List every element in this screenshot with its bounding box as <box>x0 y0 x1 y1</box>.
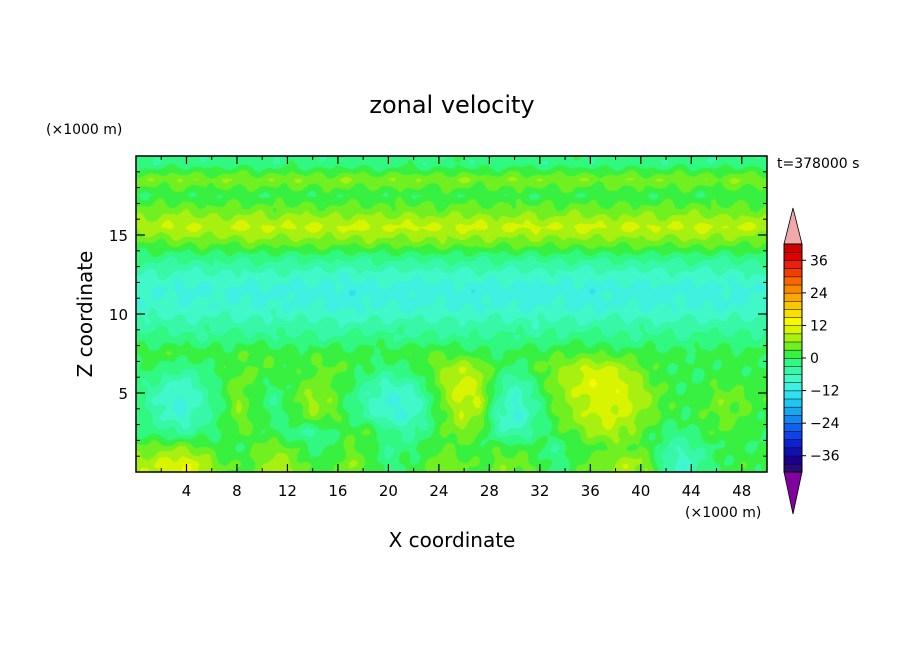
colorbar-segment <box>783 406 803 416</box>
y-unit-label: (×1000 m) <box>46 122 122 138</box>
colorbar-segment <box>783 268 803 278</box>
x-tick-label: 28 <box>480 482 499 500</box>
x-tick-label: 40 <box>631 482 650 500</box>
colorbar-label: −12 <box>810 384 840 400</box>
chart-title: zonal velocity <box>369 91 534 119</box>
colorbar-segment <box>783 317 803 326</box>
x-unit-label: (×1000 m) <box>685 505 761 521</box>
y-axis-label: Z coordinate <box>73 251 97 378</box>
x-tick-label: 12 <box>278 482 297 500</box>
colorbar-segment <box>783 455 803 465</box>
x-tick-label: 4 <box>182 482 192 500</box>
colorbar-segment <box>783 341 803 351</box>
colorbar-segment <box>783 284 803 294</box>
colorbar-segment <box>783 292 803 302</box>
colorbar-segment <box>783 325 803 335</box>
colorbar-segment <box>783 431 803 440</box>
colorbar-segment <box>783 276 803 286</box>
colorbar-segment <box>783 374 803 383</box>
colorbar-segment <box>783 382 803 392</box>
colorbar-segment <box>783 365 803 375</box>
x-axis-label: X coordinate <box>389 528 516 552</box>
colorbar-segment <box>783 308 803 318</box>
x-tick-label: 16 <box>328 482 347 500</box>
colorbar-segment <box>783 243 803 253</box>
colorbar-label: 24 <box>810 286 828 302</box>
x-tick-label: 36 <box>581 482 600 500</box>
colorbar-segment <box>783 447 803 457</box>
colorbar-segment <box>783 300 803 310</box>
colorbar-segment <box>783 357 803 367</box>
colorbar-label: 12 <box>810 318 828 334</box>
colorbar-label: 36 <box>810 253 828 269</box>
x-tick-label: 48 <box>732 482 751 500</box>
colorbar-label: 0 <box>810 351 819 367</box>
colorbar-label: −36 <box>810 449 840 465</box>
x-tick-label: 44 <box>682 482 701 500</box>
colorbar-segment <box>783 349 803 359</box>
colorbar-segment <box>783 251 803 261</box>
colorbar-segment <box>783 390 803 400</box>
contour-field <box>136 156 767 472</box>
colorbar-segment <box>783 414 803 424</box>
x-tick-label: 20 <box>379 482 398 500</box>
y-tick-label: 10 <box>109 306 128 324</box>
colorbar-segment <box>783 333 803 343</box>
x-tick-label: 32 <box>530 482 549 500</box>
colorbar-over-arrow <box>783 207 803 245</box>
x-tick-label: 24 <box>429 482 448 500</box>
colorbar-under-arrow <box>783 471 803 515</box>
colorbar-segment <box>783 398 803 408</box>
y-tick-label: 5 <box>118 385 128 403</box>
colorbar-segment <box>783 260 803 269</box>
colorbar: 36 24 12 0 −12 −24 −36 <box>783 207 840 515</box>
colorbar-segment <box>783 463 803 473</box>
x-tick-label: 8 <box>232 482 242 500</box>
y-tick-label: 15 <box>109 227 128 245</box>
time-label: t=378000 s <box>777 156 859 172</box>
colorbar-segment <box>783 422 803 432</box>
colorbar-label: −24 <box>810 416 840 432</box>
colorbar-segment <box>783 439 803 449</box>
